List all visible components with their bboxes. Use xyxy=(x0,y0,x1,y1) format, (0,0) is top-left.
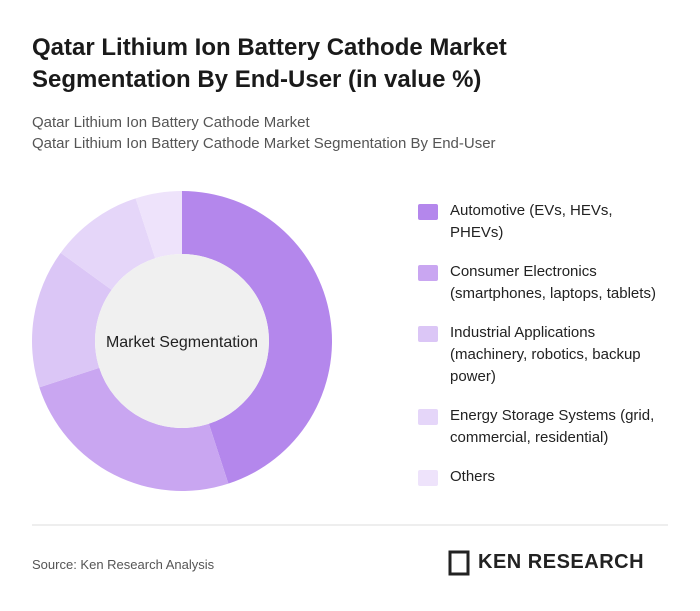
donut-slice xyxy=(135,191,182,259)
donut-slice xyxy=(32,252,112,388)
legend-item: Energy Storage Systems (grid, commercial… xyxy=(418,405,668,449)
legend-label: Automotive (EVs, HEVs, PHEVs) xyxy=(450,202,613,241)
legend-item: Others xyxy=(418,466,668,488)
donut-slice xyxy=(39,367,229,491)
legend-swatch xyxy=(418,409,438,425)
subtitle: Qatar Lithium Ion Battery Cathode Market… xyxy=(32,135,496,152)
donut-slice xyxy=(182,190,333,484)
legend-swatch xyxy=(418,204,438,220)
legend-item: Industrial Applications (machinery, robo… xyxy=(418,322,668,388)
legend-item: Consumer Electronics (smartphones, lapto… xyxy=(418,261,668,305)
chart-title: Qatar Lithium Ion Battery Cathode Market… xyxy=(32,34,507,93)
legend-label: Industrial Applications (machinery, robo… xyxy=(450,324,641,385)
subtitle: Qatar Lithium Ion Battery Cathode Market xyxy=(32,114,310,131)
legend-item: Automotive (EVs, HEVs, PHEVs) xyxy=(418,200,668,244)
legend-label: Energy Storage Systems (grid, commercial… xyxy=(450,407,655,446)
legend-label: Others xyxy=(450,468,496,485)
legend-swatch xyxy=(418,470,438,486)
legend-label: Consumer Electronics (smartphones, lapto… xyxy=(450,263,656,302)
legend: Automotive (EVs, HEVs, PHEVs) Consumer El… xyxy=(418,200,668,505)
source: Source: Ken Research Analysis xyxy=(32,557,215,572)
legend-swatch xyxy=(418,326,438,342)
logo-icon xyxy=(448,550,470,576)
donut-center xyxy=(95,254,269,428)
donut-slice xyxy=(60,198,156,290)
center-label: Market Segmentation xyxy=(106,334,258,351)
logo: KEN RESEARCH xyxy=(478,551,645,573)
legend-swatch xyxy=(418,265,438,281)
